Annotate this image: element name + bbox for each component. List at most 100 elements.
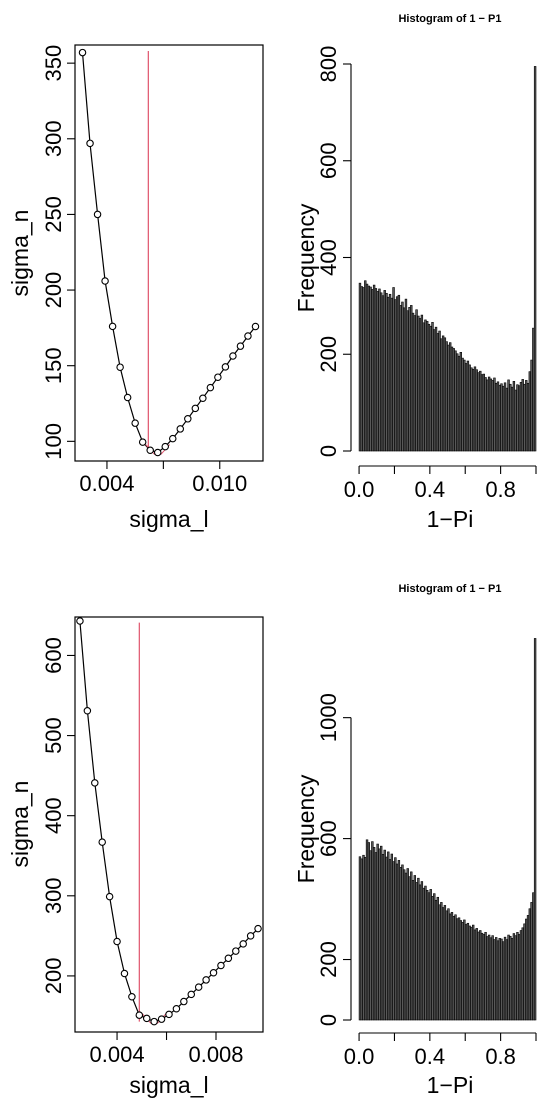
y-tick-label: 800 xyxy=(316,46,341,83)
x-tick-label: 0.4 xyxy=(415,477,446,502)
y-tick-label: 100 xyxy=(41,423,66,460)
x-axis-title: 1−Pi xyxy=(427,506,474,532)
data-point xyxy=(150,1017,158,1026)
histogram-bar xyxy=(533,638,537,1021)
x-tick-label: 0.008 xyxy=(188,1042,243,1067)
x-tick-label: 0.0 xyxy=(344,477,375,502)
y-tick-label: 300 xyxy=(41,877,66,914)
y-tick-label: 600 xyxy=(316,142,341,179)
x-axis-title: sigma_l xyxy=(129,1072,208,1098)
y-tick-label: 1000 xyxy=(316,693,341,742)
data-point xyxy=(135,1011,144,1019)
x-tick-label: 0.8 xyxy=(485,477,516,502)
data-point xyxy=(209,968,218,977)
data-point xyxy=(232,947,240,955)
data-point xyxy=(98,838,106,846)
data-point xyxy=(254,924,262,933)
y-tick-label: 200 xyxy=(41,958,66,995)
x-tick-label: 0.004 xyxy=(79,471,134,496)
data-point xyxy=(101,277,109,285)
plot-box xyxy=(74,44,264,462)
data-point xyxy=(83,706,92,715)
data-point xyxy=(187,990,196,999)
y-axis-title: Frequency xyxy=(293,774,319,883)
y-tick-label: 300 xyxy=(41,120,66,157)
x-axis-title: 1−Pi xyxy=(427,1072,474,1098)
data-point xyxy=(244,332,252,340)
data-point xyxy=(138,438,147,446)
data-point xyxy=(128,992,136,1001)
data-point xyxy=(161,442,169,451)
panel-histogram-bottom: Histogram of 1 − P1 0.0 0.4 0.8 0 200 600 100… xyxy=(293,583,537,1098)
y-tick-label: 600 xyxy=(41,637,66,674)
data-point xyxy=(217,961,225,970)
data-point xyxy=(146,446,154,455)
data-point xyxy=(91,779,99,787)
y-tick-label: 200 xyxy=(316,336,341,373)
data-point xyxy=(123,393,132,402)
y-tick-label: 600 xyxy=(316,820,341,857)
y-tick-label: 250 xyxy=(41,196,66,233)
data-point xyxy=(172,1005,181,1013)
data-point xyxy=(224,954,233,963)
data-point xyxy=(214,373,222,381)
series-line xyxy=(79,620,259,1023)
series-line xyxy=(81,52,256,454)
data-point xyxy=(108,322,117,331)
plot-box xyxy=(74,616,264,1033)
y-tick-label: 0 xyxy=(316,1014,341,1026)
x-tick-label: 0.4 xyxy=(415,1044,446,1069)
data-point xyxy=(157,1015,166,1023)
x-tick-label: 0.004 xyxy=(90,1042,145,1067)
data-point xyxy=(206,383,215,392)
data-point xyxy=(246,932,255,940)
data-point xyxy=(229,352,237,360)
panel-line-bottom: 0.004 0.008 200 300 400 500 600 sigma_l sigma… xyxy=(7,616,264,1098)
data-point xyxy=(251,322,260,331)
chart-title: Histogram of 1 − P1 xyxy=(398,583,501,595)
data-point xyxy=(191,404,200,413)
y-tick-label: 400 xyxy=(41,797,66,834)
data-point xyxy=(180,997,188,1006)
data-point xyxy=(131,419,139,427)
x-axis-title: sigma_l xyxy=(129,506,208,532)
x-tick-label: 0.0 xyxy=(344,1044,375,1069)
y-tick-label: 150 xyxy=(41,347,66,384)
data-point xyxy=(221,363,230,371)
y-tick-label: 0 xyxy=(316,445,341,457)
data-point xyxy=(142,1014,151,1023)
y-axis-title: sigma_n xyxy=(7,210,33,297)
histogram-bar xyxy=(533,66,537,452)
data-point xyxy=(76,617,84,625)
y-axis-title: sigma_n xyxy=(7,781,33,868)
data-point xyxy=(116,363,124,371)
data-point xyxy=(120,969,129,978)
data-point xyxy=(199,394,207,402)
y-tick-label: 200 xyxy=(41,272,66,309)
data-point xyxy=(153,448,162,457)
data-point xyxy=(165,1010,173,1019)
y-tick-label: 350 xyxy=(41,45,66,82)
y-tick-label: 500 xyxy=(41,717,66,754)
x-tick-label: 0.8 xyxy=(485,1044,516,1069)
data-point xyxy=(86,139,94,148)
data-point xyxy=(169,434,177,443)
y-tick-label: 400 xyxy=(316,239,341,276)
x-tick-label: 0.010 xyxy=(192,471,247,496)
y-tick-label: 200 xyxy=(316,941,341,978)
data-point xyxy=(93,210,102,219)
data-point xyxy=(113,937,121,946)
data-point xyxy=(202,976,210,984)
panel-line-top: 0.004 0.010 100 150 200 250 300 350 sigma_l si… xyxy=(7,44,264,532)
data-point xyxy=(194,983,203,991)
data-point xyxy=(236,342,245,350)
chart-title: Histogram of 1 − P1 xyxy=(398,13,501,25)
data-point xyxy=(239,940,247,948)
data-point xyxy=(78,48,87,57)
panel-histogram-top: Histogram of 1 − P1 0.0 0.4 0.8 0 200 400 600… xyxy=(293,13,537,532)
y-axis-title: Frequency xyxy=(293,203,319,312)
data-point xyxy=(184,415,192,423)
data-point xyxy=(176,425,185,433)
data-point xyxy=(105,892,114,901)
